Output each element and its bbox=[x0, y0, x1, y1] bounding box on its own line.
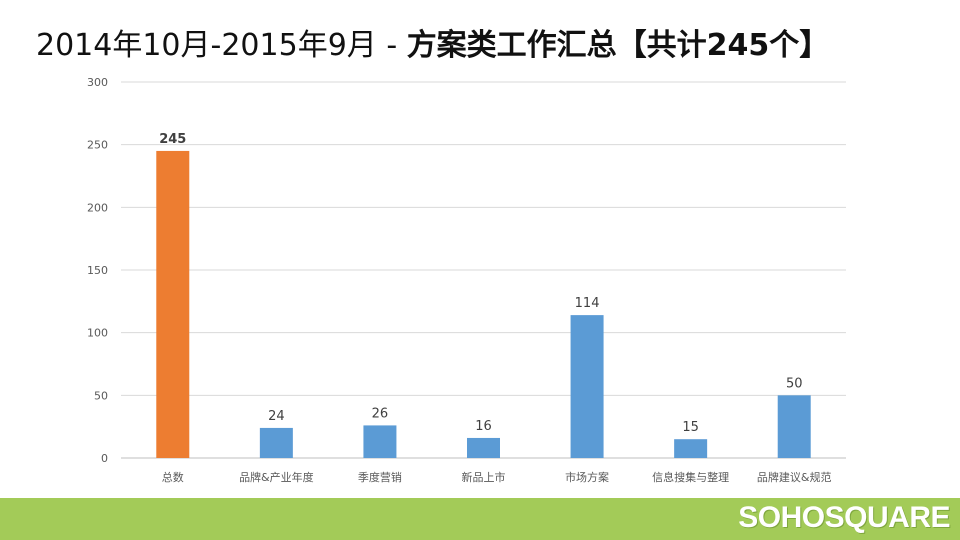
data-label: 15 bbox=[682, 420, 699, 435]
x-tick-label: 总数 bbox=[162, 470, 184, 484]
x-tick-label: 品牌&产业年度 bbox=[239, 470, 314, 484]
x-tick-label: 信息搜集与整理 bbox=[652, 470, 729, 484]
brand-logo: SOHOSQUARE bbox=[738, 501, 950, 534]
title-date-range: 2014年10月-2015年9月 - bbox=[36, 28, 407, 63]
x-tick-label: 市场方案 bbox=[565, 470, 609, 484]
bar bbox=[674, 439, 708, 458]
data-label: 50 bbox=[786, 376, 803, 391]
y-tick-label: 100 bbox=[87, 327, 108, 340]
bar bbox=[570, 315, 604, 458]
page-title: 2014年10月-2015年9月 - 方案类工作汇总【共计245个】 bbox=[36, 26, 829, 66]
bar bbox=[777, 395, 811, 458]
y-tick-label: 0 bbox=[101, 452, 108, 465]
x-tick-label: 新品上市 bbox=[462, 470, 506, 484]
x-tick-label: 季度营销 bbox=[358, 470, 402, 484]
data-label: 24 bbox=[268, 409, 285, 424]
data-label: 245 bbox=[159, 132, 186, 147]
y-tick-label: 50 bbox=[94, 389, 108, 402]
bar bbox=[156, 150, 190, 458]
y-tick-label: 300 bbox=[87, 76, 108, 89]
x-tick-label: 品牌建议&规范 bbox=[757, 470, 832, 484]
title-summary: 方案类工作汇总【共计245个】 bbox=[406, 28, 830, 63]
data-label: 16 bbox=[475, 419, 492, 434]
bar bbox=[259, 427, 293, 458]
bar bbox=[363, 425, 397, 458]
y-tick-label: 150 bbox=[87, 264, 108, 277]
y-tick-label: 250 bbox=[87, 139, 108, 152]
bar bbox=[467, 437, 500, 458]
data-label: 114 bbox=[575, 296, 600, 311]
data-label: 26 bbox=[372, 406, 389, 421]
footer-band: SOHOSQUARE bbox=[0, 498, 960, 540]
y-tick-label: 200 bbox=[87, 201, 108, 214]
